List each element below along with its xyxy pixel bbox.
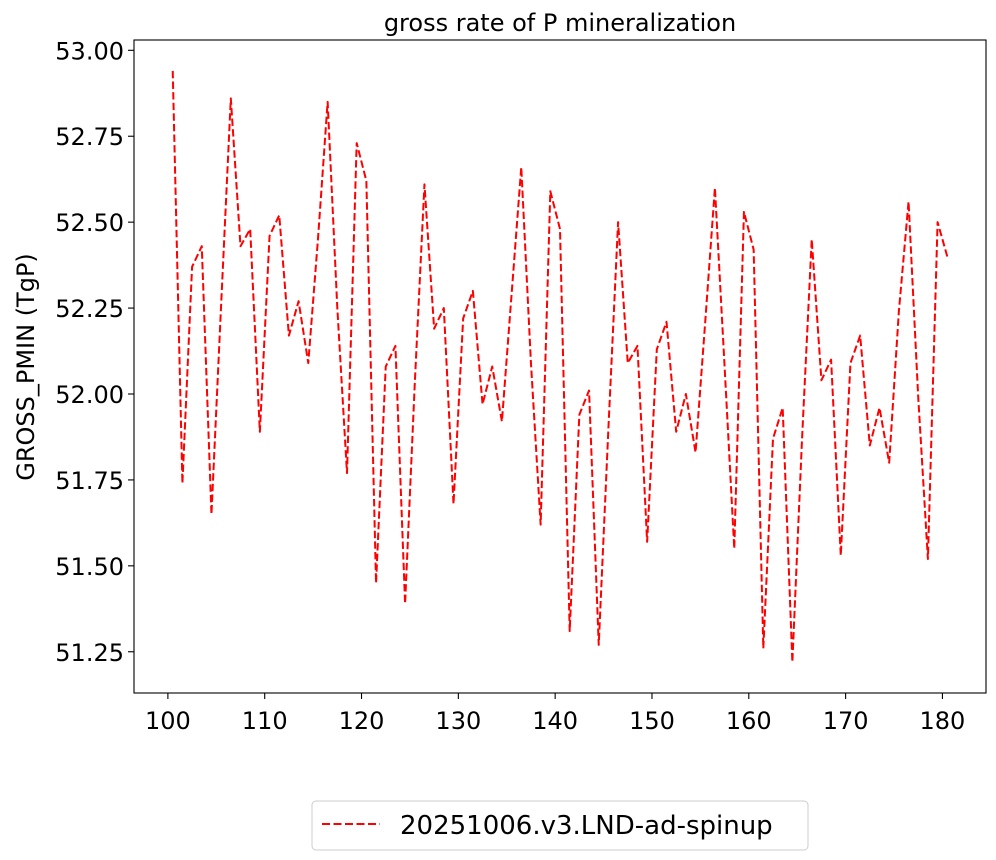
x-tick-label: 120 xyxy=(339,707,385,735)
x-tick-label: 130 xyxy=(435,707,481,735)
plot-area-frame xyxy=(133,39,987,694)
y-tick-label: 51.75 xyxy=(55,467,124,495)
x-tick-label: 100 xyxy=(145,707,191,735)
legend-frame xyxy=(311,800,809,851)
chart-title: gross rate of P mineralization xyxy=(384,9,736,37)
y-tick-label: 52.50 xyxy=(55,209,124,237)
y-tick-label: 53.00 xyxy=(55,37,124,65)
series-layer xyxy=(171,70,949,664)
y-tick-label: 52.00 xyxy=(55,381,124,409)
series-line-0 xyxy=(171,70,949,664)
y-axis-label: GROSS_PMIN (TgP) xyxy=(12,253,40,481)
y-tick-label: 51.25 xyxy=(55,639,124,667)
x-tick-label: 150 xyxy=(629,707,675,735)
legend: 20251006.v3.LND-ad-spinup xyxy=(311,800,809,851)
x-tick-label: 170 xyxy=(823,707,869,735)
y-tick-label: 52.75 xyxy=(55,123,124,151)
x-tick-label: 140 xyxy=(532,707,578,735)
y-axis-title: GROSS_PMIN (TgP) xyxy=(12,253,40,481)
legend-label: 20251006.v3.LND-ad-spinup xyxy=(400,811,773,841)
x-tick-label: 160 xyxy=(726,707,772,735)
y-tick-label: 52.25 xyxy=(55,295,124,323)
y-axis-ticks: 51.25 51.50 51.75 52.00 52.25 52.50 52.75 53.00 xyxy=(55,37,134,667)
x-tick-label: 110 xyxy=(242,707,288,735)
x-axis-ticks: 100 110 120 130 140 150 160 170 180 xyxy=(145,693,965,735)
x-tick-label: 180 xyxy=(920,707,966,735)
y-tick-label: 51.50 xyxy=(55,553,124,581)
